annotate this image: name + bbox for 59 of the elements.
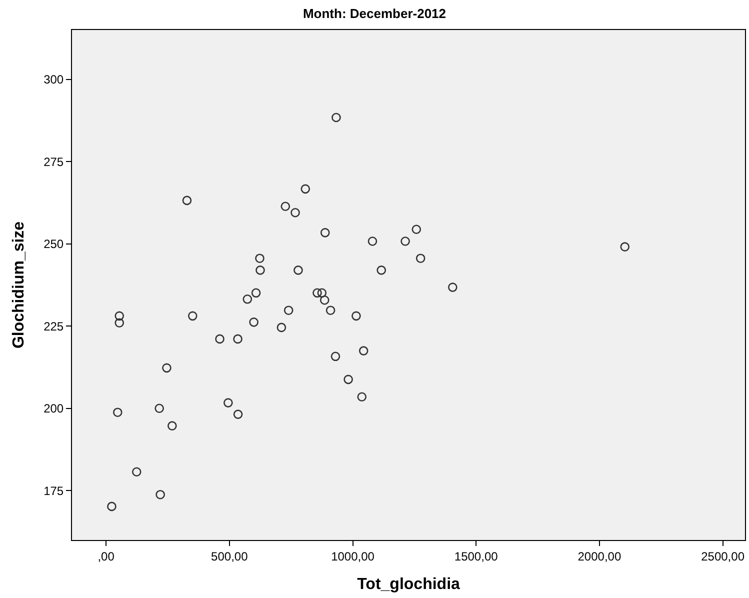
point: [251, 288, 261, 298]
point: [620, 242, 630, 252]
point: [416, 254, 426, 263]
point: [332, 112, 341, 122]
point: [320, 228, 330, 238]
point: [114, 311, 124, 321]
x-axis-title: Tot_glochidia: [357, 576, 460, 594]
point: [344, 374, 353, 384]
point: [154, 404, 164, 414]
x-tick-label: 2500,00: [701, 549, 745, 564]
point: [112, 408, 122, 417]
x-tick-label: ,00: [98, 549, 115, 564]
point: [188, 311, 198, 321]
point: [233, 410, 243, 419]
y-tick-label: 175: [44, 484, 64, 498]
point: [168, 421, 177, 430]
point: [376, 266, 386, 275]
point: [300, 184, 310, 194]
point: [448, 282, 458, 292]
point: [312, 288, 322, 298]
x-tick-label: 500,00: [211, 549, 248, 564]
point: [182, 196, 192, 206]
point: [358, 346, 368, 356]
point: [368, 236, 378, 246]
x-tick-label: 1500,00: [454, 549, 498, 564]
point: [162, 363, 172, 373]
point: [276, 322, 286, 332]
point: [215, 334, 224, 344]
y-tick-label: 225: [44, 319, 64, 334]
point: [256, 266, 265, 275]
point: [280, 202, 290, 212]
x-tick-label: 1000,00: [331, 549, 375, 564]
point: [294, 266, 303, 275]
y-tick-label: 250: [44, 237, 64, 252]
point: [330, 352, 340, 362]
point: [107, 502, 116, 512]
y-tick-label: 200: [44, 402, 64, 416]
point: [249, 318, 258, 327]
point: [412, 224, 422, 234]
point: [255, 254, 264, 263]
point: [400, 236, 410, 246]
point: [233, 334, 242, 344]
chart-title: Month: December-2012: [302, 6, 446, 22]
point: [114, 318, 124, 328]
point: [156, 490, 165, 500]
x-tick-label: 2000,00: [578, 549, 622, 564]
y-tick-label: 275: [44, 154, 64, 169]
y-axis-title: Glochidium_size: [10, 221, 28, 349]
point: [224, 398, 233, 408]
point: [320, 295, 330, 305]
y-tick-label: 300: [44, 72, 64, 87]
point: [132, 467, 142, 477]
point: [352, 311, 361, 321]
point: [242, 294, 252, 304]
point: [326, 306, 336, 315]
point: [290, 208, 300, 218]
point: [317, 288, 327, 298]
point: [284, 306, 294, 315]
point: [357, 392, 367, 402]
